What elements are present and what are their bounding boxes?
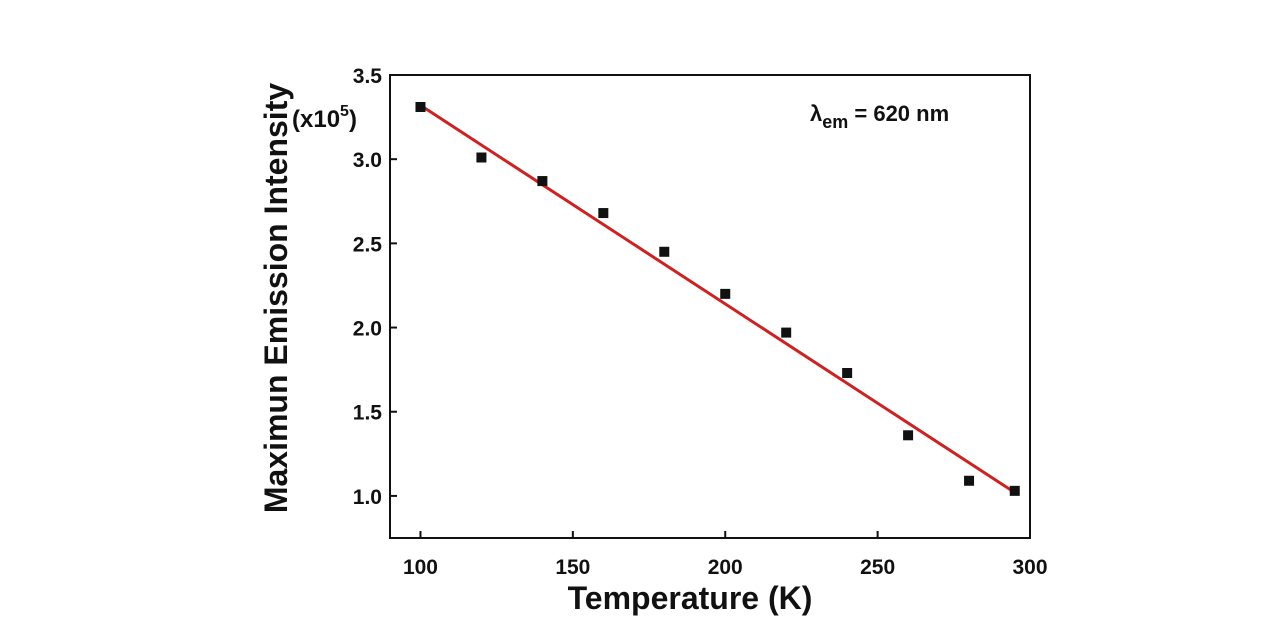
data-point <box>415 101 426 112</box>
y-axis-multiplier: (x105) <box>292 103 357 133</box>
annotation-value: = 620 nm <box>848 101 949 126</box>
data-point <box>598 208 609 219</box>
plot-frame <box>389 74 1031 539</box>
data-point <box>964 475 975 486</box>
data-point <box>659 246 670 257</box>
y-tick-label: 3.0 <box>353 149 382 172</box>
data-point <box>537 176 548 187</box>
x-tick-label: 250 <box>860 556 895 579</box>
data-point <box>781 327 792 338</box>
data-point <box>903 430 914 441</box>
x-tick-label: 150 <box>555 556 590 579</box>
data-point <box>1009 485 1020 496</box>
multiplier-close: ) <box>349 106 357 133</box>
x-tick-label: 100 <box>403 556 438 579</box>
multiplier-exponent: 5 <box>340 103 349 120</box>
y-tick-label: 1.5 <box>353 402 383 425</box>
x-tick-label: 300 <box>1012 556 1047 579</box>
x-tick-label: 200 <box>708 556 743 579</box>
fit-line <box>419 104 1016 494</box>
data-point <box>476 152 487 163</box>
y-tick-label: 3.5 <box>353 65 383 88</box>
y-axis: 1.0 1.5 2.0 2.5 3.0 3.5 <box>353 65 397 509</box>
y-tick-label: 2.0 <box>353 318 382 341</box>
x-axis-title: Temperature (K) <box>568 580 813 616</box>
y-tick-label: 2.5 <box>353 233 383 256</box>
lambda-subscript: em <box>822 112 848 132</box>
wavelength-annotation: λem = 620 nm <box>810 101 949 132</box>
data-point <box>720 288 731 299</box>
data-point <box>842 368 853 379</box>
series-layer <box>415 101 1020 496</box>
y-axis-title: Maximun Emission Intensity <box>258 83 294 514</box>
x-axis: 100 150 200 250 300 <box>403 531 1048 579</box>
y-tick-label: 1.0 <box>353 486 382 509</box>
multiplier-base: (x10 <box>292 106 340 133</box>
lambda-symbol: λ <box>810 101 822 126</box>
